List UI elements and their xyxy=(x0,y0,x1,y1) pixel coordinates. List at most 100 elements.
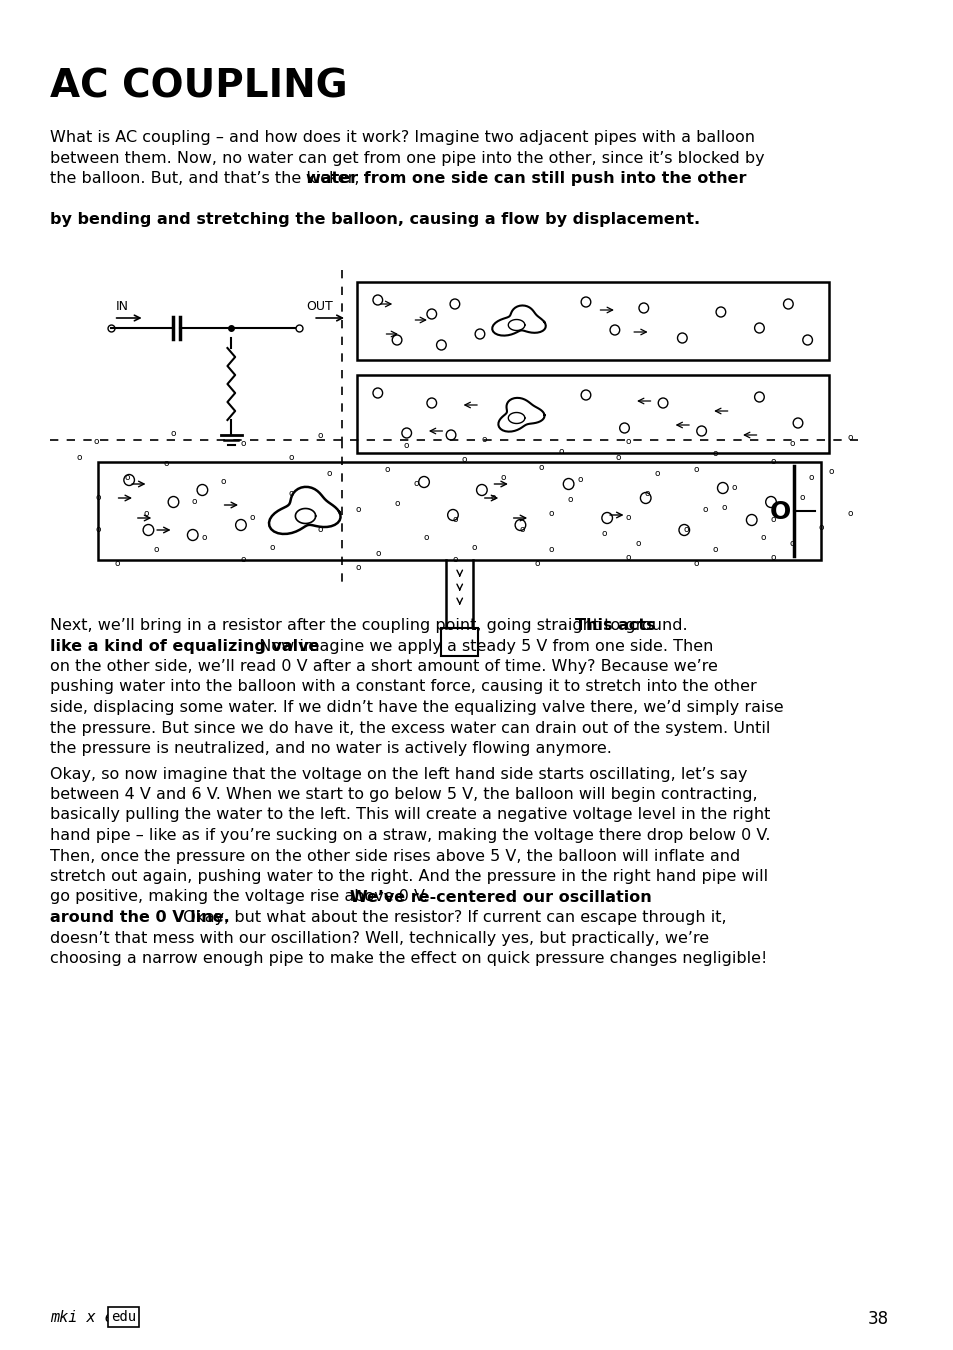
Text: choosing a narrow enough pipe to make the effect on quick pressure changes negli: choosing a narrow enough pipe to make th… xyxy=(51,950,766,967)
Text: o: o xyxy=(95,493,101,501)
Text: o: o xyxy=(192,498,197,506)
Text: by bending and stretching the balloon, causing a flow by displacement.: by bending and stretching the balloon, c… xyxy=(51,212,700,227)
Text: o: o xyxy=(625,513,631,521)
Text: o: o xyxy=(355,505,361,514)
Text: between them. Now, no water can get from one pipe into the other, since it’s blo: between them. Now, no water can get from… xyxy=(51,150,764,166)
Text: o: o xyxy=(240,555,245,564)
Text: o: o xyxy=(288,490,294,498)
Text: o: o xyxy=(789,440,794,448)
Text: o: o xyxy=(808,472,813,482)
Text: o: o xyxy=(355,563,361,571)
Text: o: o xyxy=(567,495,573,505)
Text: o: o xyxy=(220,478,226,486)
Text: o: o xyxy=(712,450,717,459)
Text: side, displacing some water. If we didn’t have the equalizing valve there, we’d : side, displacing some water. If we didn’… xyxy=(51,701,783,716)
Text: o: o xyxy=(818,522,823,532)
Text: o: o xyxy=(769,458,775,467)
Bar xyxy=(356,375,828,454)
Text: edu: edu xyxy=(111,1310,136,1324)
Text: o: o xyxy=(490,493,496,501)
Text: o: o xyxy=(534,559,539,568)
Text: basically pulling the water to the left. This will create a negative voltage lev: basically pulling the water to the left.… xyxy=(51,807,770,822)
Text: o: o xyxy=(93,437,99,447)
Text: We’ve re-centered our oscillation: We’ve re-centered our oscillation xyxy=(350,890,651,905)
Text: . Now imagine we apply a steady 5 V from one side. Then: . Now imagine we apply a steady 5 V from… xyxy=(249,639,713,653)
Text: o: o xyxy=(760,532,765,541)
Text: mki x es: mki x es xyxy=(51,1310,123,1324)
Text: o: o xyxy=(625,437,631,447)
Text: o: o xyxy=(153,545,159,555)
Text: o: o xyxy=(654,470,659,478)
Text: o: o xyxy=(317,525,322,535)
Text: Then, once the pressure on the other side rises above 5 V, the balloon will infl: Then, once the pressure on the other sid… xyxy=(51,849,740,864)
Text: o: o xyxy=(269,543,274,552)
Text: o: o xyxy=(171,429,176,439)
Text: o: o xyxy=(499,472,505,482)
Text: o: o xyxy=(827,467,833,477)
Text: o: o xyxy=(452,555,457,564)
Text: o: o xyxy=(394,500,399,509)
Text: on the other side, we’ll read 0 V after a short amount of time. Why? Because we’: on the other side, we’ll read 0 V after … xyxy=(51,659,718,674)
Text: the balloon. But, and that’s the kicker,: the balloon. But, and that’s the kicker, xyxy=(51,171,364,186)
Text: o: o xyxy=(789,540,794,548)
Text: between 4 V and 6 V. When we start to go below 5 V, the balloon will begin contr: between 4 V and 6 V. When we start to go… xyxy=(51,787,757,802)
Text: OUT: OUT xyxy=(306,300,333,313)
Text: What is AC coupling – and how does it work? Imagine two adjacent pipes with a ba: What is AC coupling – and how does it wo… xyxy=(51,130,755,144)
Text: Okay, so now imagine that the voltage on the left hand side starts oscillating, : Okay, so now imagine that the voltage on… xyxy=(51,767,747,782)
Text: o: o xyxy=(423,532,428,541)
Bar xyxy=(441,628,477,656)
Text: o: o xyxy=(846,509,852,518)
Text: o: o xyxy=(548,545,554,555)
Text: This acts: This acts xyxy=(574,618,655,633)
Text: o: o xyxy=(625,552,631,562)
Text: water from one side can still push into the other: water from one side can still push into … xyxy=(306,171,746,186)
Text: like a kind of equalizing valve: like a kind of equalizing valve xyxy=(51,639,319,653)
Text: o: o xyxy=(846,432,852,441)
Text: o: o xyxy=(163,459,169,468)
Text: o: o xyxy=(693,466,698,474)
Bar xyxy=(98,462,821,560)
Text: o: o xyxy=(616,452,620,462)
Text: hand pipe – like as if you’re sucking on a straw, making the voltage there drop : hand pipe – like as if you’re sucking on… xyxy=(51,828,770,842)
Text: o: o xyxy=(731,482,737,491)
Text: o: o xyxy=(480,436,486,444)
Text: o: o xyxy=(712,545,717,555)
Text: the pressure. But since we do have it, the excess water can drain out of the sys: the pressure. But since we do have it, t… xyxy=(51,721,770,736)
Text: o: o xyxy=(682,525,688,535)
Text: o: o xyxy=(327,470,332,478)
Text: o: o xyxy=(250,513,255,521)
Text: o: o xyxy=(240,440,245,448)
Text: doesn’t that mess with our oscillation? Well, technically yes, but practically, : doesn’t that mess with our oscillation? … xyxy=(51,930,708,945)
Text: o: o xyxy=(538,463,544,471)
Text: o: o xyxy=(519,525,524,535)
Text: IN: IN xyxy=(115,300,129,313)
Text: o: o xyxy=(95,525,101,535)
Text: pushing water into the balloon with a constant force, causing it to stretch into: pushing water into the balloon with a co… xyxy=(51,679,756,694)
Text: o: o xyxy=(799,493,803,501)
Text: o: o xyxy=(769,516,775,525)
Text: o: o xyxy=(461,455,467,464)
Text: o: o xyxy=(201,532,207,541)
Text: AC COUPLING: AC COUPLING xyxy=(51,68,348,107)
Text: o: o xyxy=(384,466,390,474)
Text: o: o xyxy=(577,475,582,485)
Text: Okay, but what about the resistor? If current can escape through it,: Okay, but what about the resistor? If cu… xyxy=(178,910,726,925)
Text: around the 0 V line.: around the 0 V line. xyxy=(51,910,230,925)
Text: O: O xyxy=(769,500,790,524)
Bar xyxy=(356,282,828,360)
Text: o: o xyxy=(721,502,727,512)
Text: o: o xyxy=(693,559,698,568)
Text: o: o xyxy=(635,540,640,548)
Text: the pressure is neutralized, and no water is actively flowing anymore.: the pressure is neutralized, and no wate… xyxy=(51,741,611,756)
Text: o: o xyxy=(601,529,606,539)
Text: o: o xyxy=(702,505,707,514)
Text: o: o xyxy=(76,452,82,462)
Text: o: o xyxy=(375,549,380,559)
Text: o: o xyxy=(414,479,418,489)
Text: o: o xyxy=(144,509,149,518)
Text: o: o xyxy=(317,432,322,440)
Text: 38: 38 xyxy=(866,1310,887,1328)
Text: Next, we’ll bring in a resistor after the coupling point, going straight to grou: Next, we’ll bring in a resistor after th… xyxy=(51,618,692,633)
Text: o: o xyxy=(288,452,294,462)
Text: go positive, making the voltage rise above 0 V.: go positive, making the voltage rise abo… xyxy=(51,890,433,905)
